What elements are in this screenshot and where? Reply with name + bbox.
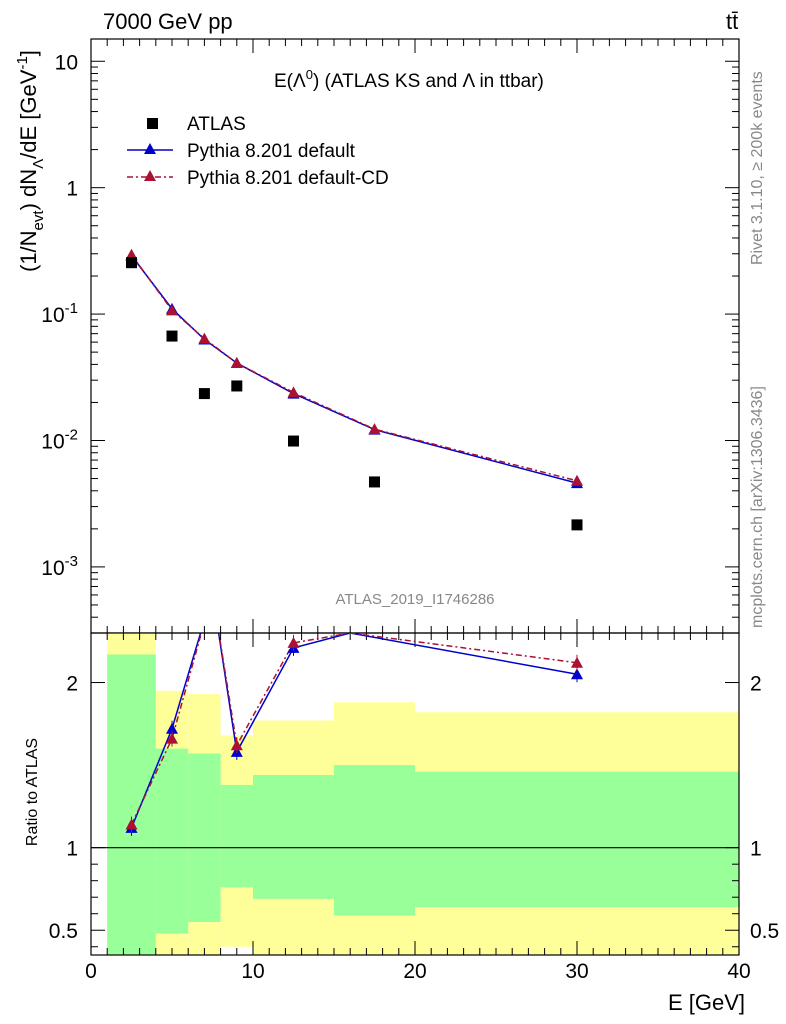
ratio-y-tick-label: 0.5 xyxy=(49,920,78,943)
ratio-y-tick-label-right: 1 xyxy=(750,838,762,861)
legend-marker-default xyxy=(144,143,156,154)
ratio-y-tick-label-right: 0.5 xyxy=(750,920,779,943)
analysis-id: ATLAS_2019_I1746286 xyxy=(335,591,494,608)
legend-label-default-cd: Pythia 8.201 default-CD xyxy=(187,168,389,189)
plot-title: E(Λ0) (ATLAS KS and Λ in ttbar) xyxy=(274,67,544,92)
plot-title-sup: 0 xyxy=(306,67,313,82)
x-axis-label: E [GeV] xyxy=(668,990,745,1015)
ratio-band-inner-0 xyxy=(107,654,156,955)
series-default-cd-point xyxy=(571,474,583,486)
legend-label-atlas: ATLAS xyxy=(187,114,246,135)
legend-label-default: Pythia 8.201 default xyxy=(187,141,356,162)
y-tick-label: 10 xyxy=(55,51,78,74)
legend: ATLAS Pythia 8.201 default Pythia 8.201 … xyxy=(127,114,389,189)
ratio-default-point xyxy=(571,668,583,680)
legend-marker-default-cd xyxy=(144,170,156,181)
series-atlas-point xyxy=(288,435,299,447)
ratio-default-point xyxy=(166,722,178,734)
ratio-series-group xyxy=(125,633,583,836)
x-tick-label: 10 xyxy=(241,960,264,983)
series-atlas-point xyxy=(571,519,583,531)
main-ylabel: (1/Nevt) dNΛ/dE [GeV-1] xyxy=(14,50,47,272)
x-tick-label: 30 xyxy=(565,960,588,983)
ratio-default-cd-point xyxy=(287,636,300,648)
ratio-y-tick-label: 2 xyxy=(66,673,78,696)
x-tick-label: 0 xyxy=(85,960,97,983)
ylabel-part-3: /dE [GeV xyxy=(16,69,41,159)
ratio-band-inner-1 xyxy=(155,748,189,934)
series-default-cd-line xyxy=(130,254,578,482)
ratio-plot: 0 10 20 30 400.5 0.51 12 2 xyxy=(49,632,779,983)
ratio-band-inner-2 xyxy=(188,753,221,922)
series-atlas-point xyxy=(231,380,243,392)
ylabel-part-2: ) dN xyxy=(16,169,41,211)
ylabel-exp: -1 xyxy=(14,56,31,69)
series-default-cd-point xyxy=(166,304,178,316)
ratio-default-cd-point xyxy=(166,732,178,744)
ylabel-close: ] xyxy=(16,50,41,56)
series-atlas-point xyxy=(126,257,137,269)
ratio-ylabel: Ratio to ATLAS xyxy=(24,738,41,846)
ylabel-lambda: Λ xyxy=(30,159,47,169)
ylabel-evt: evt xyxy=(30,210,47,231)
mcplots-label: mcplots.cern.ch [arXiv:1306.3436] xyxy=(749,386,766,628)
ratio-band-inner-5 xyxy=(334,765,415,916)
series-atlas-point xyxy=(198,388,210,400)
series-default-cd-point xyxy=(198,332,211,344)
series-default-line xyxy=(130,255,578,484)
rivet-label: Rivet 3.1.10, ≥ 200k events xyxy=(749,71,766,265)
ratio-default-cd-point xyxy=(571,656,583,668)
plot-title-main: E(Λ xyxy=(274,71,306,92)
ylabel-part-1: (1/N xyxy=(16,230,41,272)
series-default-cd-point xyxy=(230,357,243,369)
legend-marker-atlas xyxy=(147,118,158,129)
y-tick-label: 10-1 xyxy=(41,300,78,327)
series-default-cd-point xyxy=(125,248,138,260)
y-tick-label: 1 xyxy=(66,178,78,201)
energy-label: 7000 GeV pp xyxy=(103,9,233,34)
ratio-default-cd-point xyxy=(230,739,243,751)
plot-title-rest: ) (ATLAS KS and Λ in ttbar) xyxy=(313,71,544,92)
ratio-band-inner-6 xyxy=(415,771,739,908)
series-atlas-point xyxy=(369,476,380,488)
ratio-band-inner-3 xyxy=(220,784,253,888)
series-default-cd-point xyxy=(368,423,381,435)
series-default-cd-point xyxy=(287,386,300,398)
series-atlas-point xyxy=(166,330,178,342)
ratio-default-cd-point xyxy=(125,818,138,830)
x-tick-label: 20 xyxy=(403,960,426,983)
y-tick-label: 10-2 xyxy=(41,426,78,453)
ratio-y-tick-label-right: 2 xyxy=(750,673,762,696)
ratio-band-inner-4 xyxy=(253,775,334,899)
ratio-y-tick-label: 1 xyxy=(66,838,78,861)
main-plot: 10-3 10-2 10-1 1 10 xyxy=(41,38,740,634)
y-tick-label: 10-3 xyxy=(41,553,78,580)
x-tick-label: 40 xyxy=(727,960,750,983)
process-label: tt̄ xyxy=(726,9,738,34)
